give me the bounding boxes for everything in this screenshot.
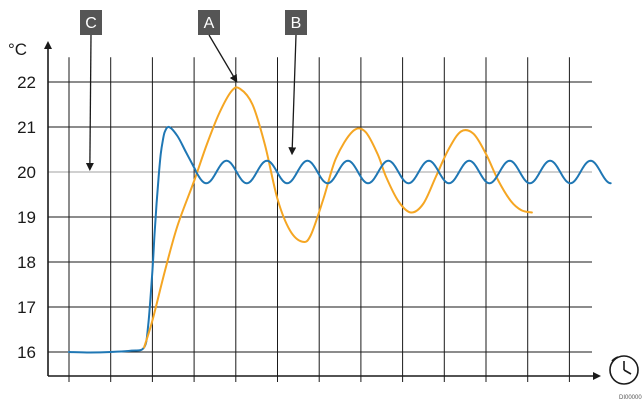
annotation-label-a: A bbox=[204, 15, 215, 32]
annotation-arrow-a bbox=[208, 34, 238, 83]
series-line-blue-0 bbox=[68, 125, 198, 354]
annotation-label-c: C bbox=[85, 15, 97, 32]
y-tick-label: 16 bbox=[17, 343, 36, 362]
annotation-marker-c bbox=[80, 10, 102, 35]
time-axis-icon-group: DI00000 bbox=[609, 355, 642, 401]
annotation-marker-b bbox=[285, 10, 307, 35]
y-tick-label: 19 bbox=[17, 208, 36, 227]
y-tick-label: 22 bbox=[17, 73, 36, 92]
annotation-arrow-b bbox=[288, 34, 297, 156]
annotation-marker-a bbox=[198, 10, 220, 35]
y-tick-label: 17 bbox=[17, 298, 36, 317]
y-axis-unit-label: °C bbox=[8, 40, 27, 59]
corner-code: DI00000 bbox=[619, 395, 642, 401]
y-tick-label: 21 bbox=[17, 118, 36, 137]
series-line-blue-2 bbox=[195, 159, 612, 185]
series-line-orange-1 bbox=[143, 86, 533, 349]
series bbox=[68, 86, 612, 354]
annotation-label-b: B bbox=[291, 15, 302, 32]
y-tick-label: 18 bbox=[17, 253, 36, 272]
clock-hand-minute bbox=[623, 369, 632, 375]
annotation-arrow-c bbox=[85, 34, 94, 171]
clock-arc bbox=[611, 356, 619, 362]
clock-icon bbox=[609, 355, 639, 385]
y-tick-label: 20 bbox=[17, 163, 36, 182]
grid bbox=[48, 57, 592, 382]
axes: 16 17 18 19 20 21 22 °C bbox=[8, 40, 601, 380]
